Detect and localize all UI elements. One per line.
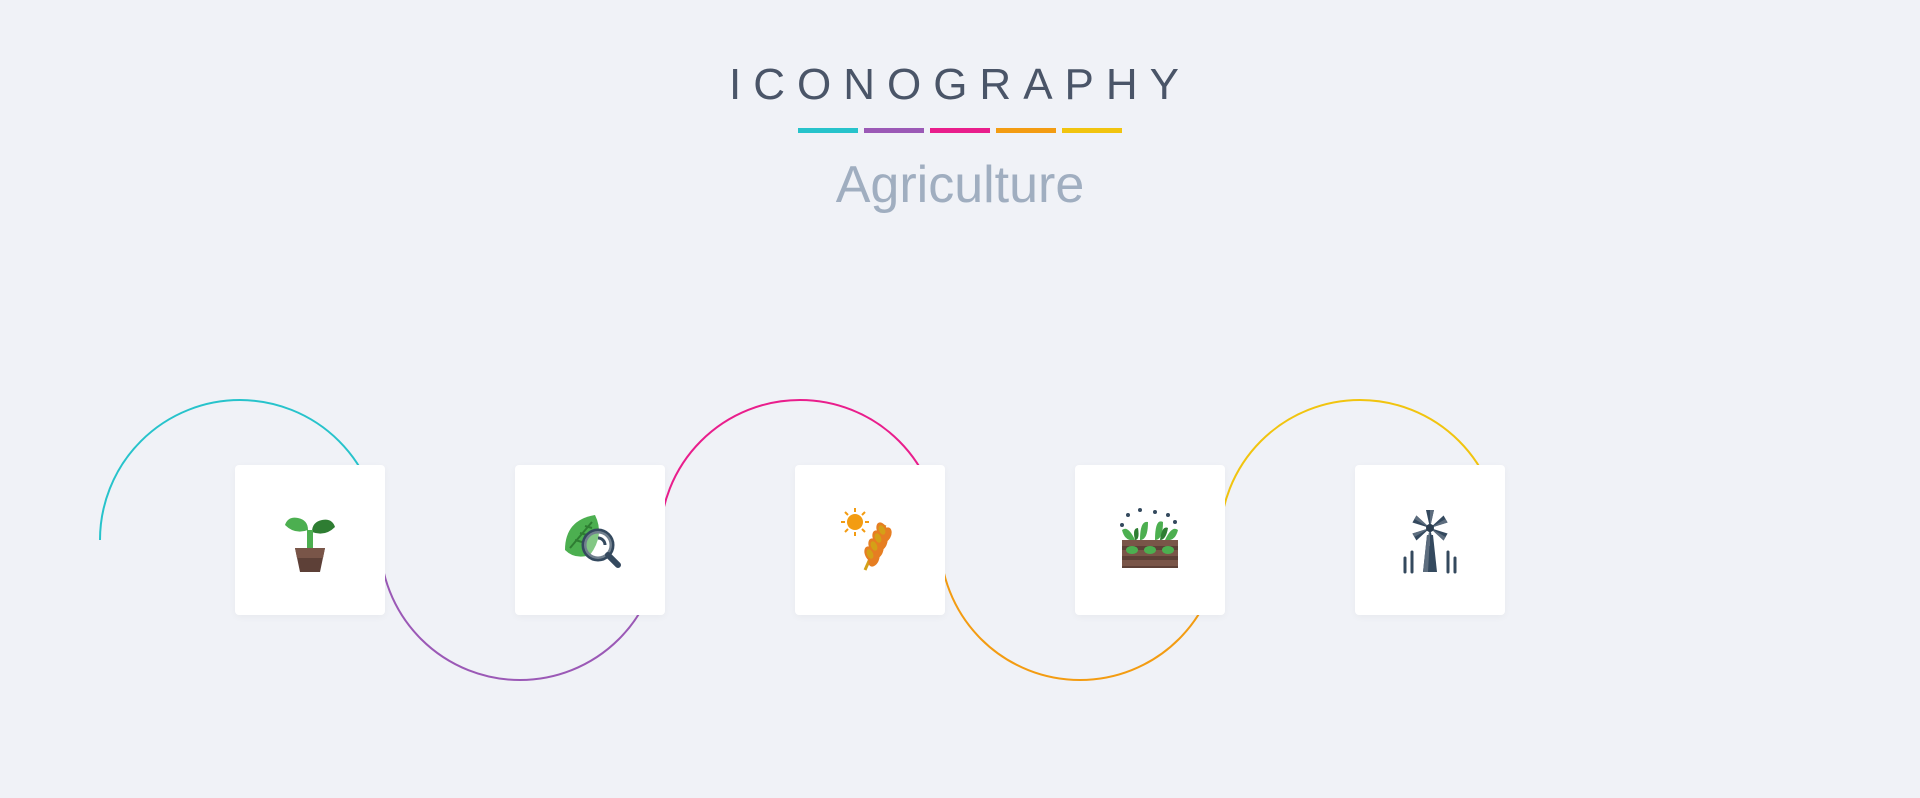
planter-box-icon	[1110, 500, 1190, 580]
color-bar-pink	[930, 128, 990, 133]
icon-card-research	[515, 465, 665, 615]
logo-text: ICONOGRAPHY	[0, 60, 1920, 110]
windmill-icon	[1390, 500, 1470, 580]
plant-sprout-icon	[270, 500, 350, 580]
icon-card-windmill	[1355, 465, 1505, 615]
color-bar-purple	[864, 128, 924, 133]
icon-card-wheat	[795, 465, 945, 615]
color-bars	[0, 128, 1920, 133]
color-bar-teal	[798, 128, 858, 133]
leaf-magnify-icon	[550, 500, 630, 580]
header: ICONOGRAPHY Agriculture	[0, 0, 1920, 215]
icon-card-plant	[235, 465, 385, 615]
icons-container	[0, 380, 1920, 700]
color-bar-yellow	[1062, 128, 1122, 133]
wheat-sun-icon	[830, 500, 910, 580]
subtitle: Agriculture	[0, 155, 1920, 215]
icon-card-planter	[1075, 465, 1225, 615]
color-bar-orange	[996, 128, 1056, 133]
